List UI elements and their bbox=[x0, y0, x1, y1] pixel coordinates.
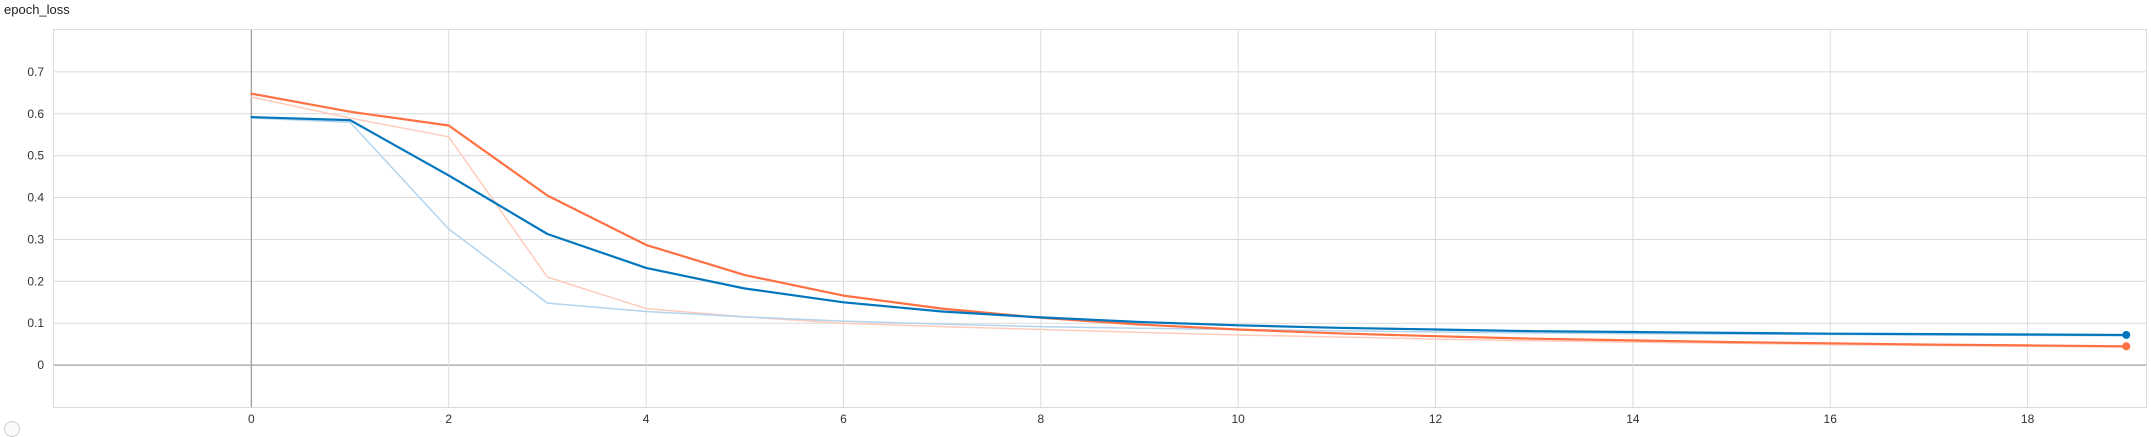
x-tick-label: 0 bbox=[248, 412, 255, 426]
y-tick-label: 0.6 bbox=[27, 107, 44, 121]
smoothed-series-layer bbox=[250, 92, 2128, 348]
x-tick-label: 16 bbox=[1824, 412, 1838, 426]
x-tick-label: 4 bbox=[643, 412, 650, 426]
smoothed-series-line-1 bbox=[250, 92, 2128, 348]
y-tick-label: 0.3 bbox=[27, 232, 44, 246]
series-end-point-1 bbox=[2122, 342, 2131, 351]
series-end-point-2 bbox=[2122, 330, 2131, 339]
raw-series-layer bbox=[250, 96, 2128, 348]
y-tick-label: 0.1 bbox=[27, 316, 44, 330]
y-tick-label: 0 bbox=[37, 358, 44, 372]
x-tick-label: 18 bbox=[2021, 412, 2035, 426]
x-tick-label: 8 bbox=[1037, 412, 1044, 426]
x-tick-label: 10 bbox=[1231, 412, 1245, 426]
chart-title: epoch_loss bbox=[4, 2, 70, 17]
x-tick-label: 12 bbox=[1429, 412, 1443, 426]
tick-layer: 0 0.1 0.2 0.3 0.4 0.5 0.6 0.7 0 2 4 6 8 10 12 14 16 18 bbox=[27, 65, 2034, 426]
smoothed-series-line-2 bbox=[250, 115, 2128, 337]
raw-series-line-1 bbox=[250, 96, 2128, 348]
x-tick-label: 2 bbox=[445, 412, 452, 426]
plot-frame bbox=[53, 29, 2147, 408]
x-tick-label: 14 bbox=[1626, 412, 1640, 426]
y-tick-label: 0.5 bbox=[27, 149, 44, 163]
corner-indicator bbox=[4, 421, 20, 437]
end-marker-layer bbox=[2122, 330, 2131, 351]
y-tick-label: 0.2 bbox=[27, 274, 44, 288]
y-tick-label: 0.7 bbox=[27, 65, 44, 79]
x-tick-label: 6 bbox=[840, 412, 847, 426]
y-tick-label: 0.4 bbox=[27, 191, 44, 205]
raw-series-line-2 bbox=[250, 117, 2128, 337]
grid-layer bbox=[54, 30, 2146, 407]
